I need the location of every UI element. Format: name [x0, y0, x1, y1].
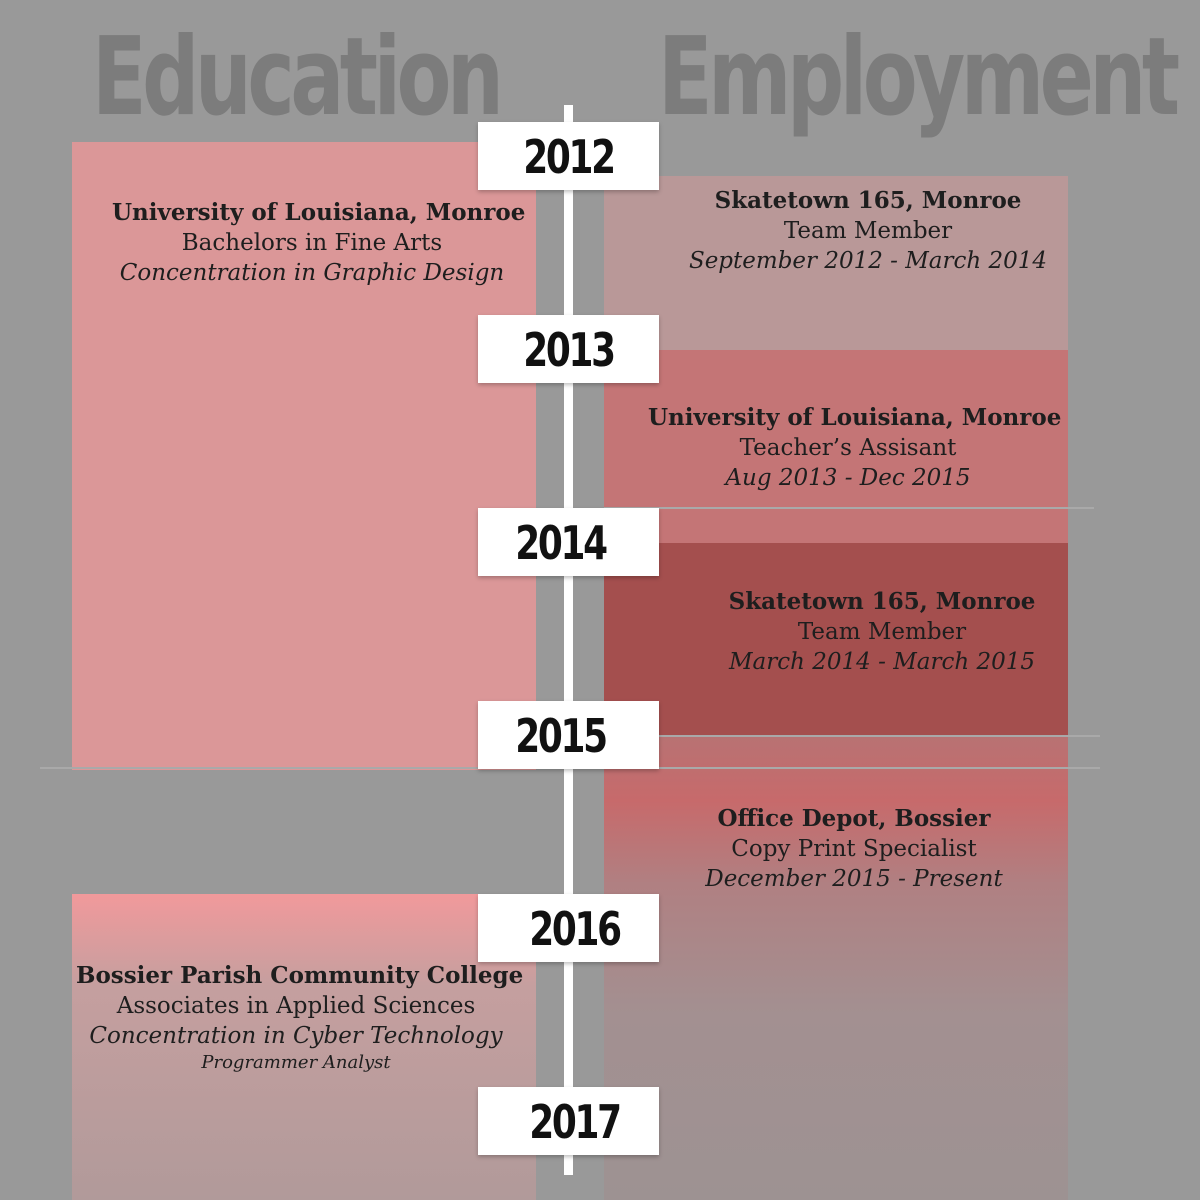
year-marker-2012: 2012 [478, 122, 659, 190]
employment-block-skatetown-2 [604, 543, 1068, 736]
job-dates: Aug 2013 - Dec 2015 [725, 465, 971, 491]
year-label: 2012 [523, 130, 616, 184]
employment-entry: Skatetown 165, Monroe Team Member Septem… [668, 186, 1068, 276]
program-note: Programmer Analyst [201, 1052, 391, 1073]
year-label: 2016 [529, 902, 622, 956]
year-marker-2015: 2015 [478, 701, 659, 769]
year-marker-2016: 2016 [478, 894, 659, 962]
job-role: Teacher’s Assisant [739, 435, 957, 461]
employer-name: University of Louisiana, Monroe [648, 404, 1062, 431]
education-entry: University of Louisiana, Monroe Bachelor… [112, 198, 526, 288]
education-entry: Bossier Parish Community College Associa… [76, 961, 524, 1075]
employer-name: Skatetown 165, Monroe [728, 588, 1036, 615]
education-heading: Education [92, 15, 504, 140]
institution-name: Bossier Parish Community College [76, 962, 524, 989]
employer-name: Office Depot, Bossier [717, 805, 991, 832]
employment-block-skatetown-1 [604, 176, 1068, 350]
year-marker-2014: 2014 [478, 508, 659, 576]
year-marker-2017: 2017 [478, 1087, 659, 1155]
degree: Bachelors in Fine Arts [181, 230, 443, 256]
job-role: Team Member [783, 218, 953, 244]
employment-entry: Office Depot, Bossier Copy Print Special… [654, 804, 1054, 894]
job-role: Team Member [797, 619, 967, 645]
job-dates: March 2014 - March 2015 [729, 649, 1035, 675]
employer-name: Skatetown 165, Monroe [714, 187, 1022, 214]
job-role: Copy Print Specialist [731, 836, 977, 862]
job-dates: September 2012 - March 2014 [688, 248, 1048, 274]
timeline-axis [564, 105, 573, 1175]
employment-heading: Employment [658, 15, 1180, 140]
year-label: 2017 [529, 1095, 622, 1149]
degree: Associates in Applied Sciences [116, 993, 476, 1019]
employment-block-office-depot [604, 736, 1068, 1200]
employment-entry: University of Louisiana, Monroe Teacher’… [648, 403, 1062, 493]
education-block-ulm [72, 142, 536, 770]
concentration: Concentration in Cyber Technology [89, 1023, 503, 1049]
institution-name: University of Louisiana, Monroe [112, 199, 526, 226]
year-marker-2013: 2013 [478, 315, 659, 383]
divider-line [656, 735, 1100, 737]
divider-line [604, 507, 1094, 509]
concentration: Concentration in Graphic Design [119, 260, 505, 286]
employment-entry: Skatetown 165, Monroe Team Member March … [682, 587, 1082, 677]
employment-block-ulm [604, 350, 1068, 543]
year-label: 2014 [515, 516, 608, 570]
job-dates: December 2015 - Present [705, 866, 1003, 892]
year-label: 2015 [515, 709, 608, 763]
year-label: 2013 [523, 323, 616, 377]
education-block-bpcc [72, 894, 536, 1200]
